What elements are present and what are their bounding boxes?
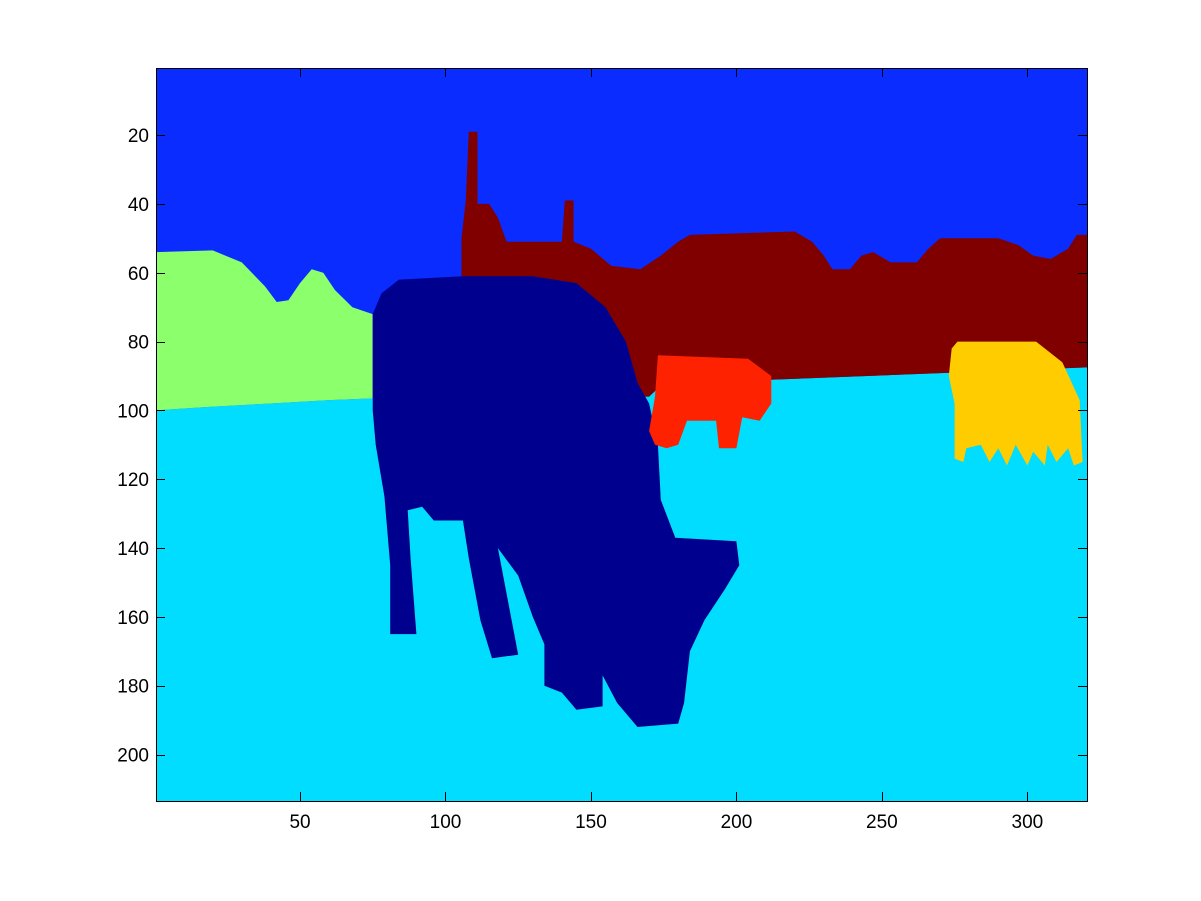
y-tick-label: 140 [117, 539, 149, 560]
y-tick-labels: 20 40 60 80 100 120 140 160 180 200 [117, 126, 149, 766]
y-tick-label: 100 [117, 401, 149, 422]
x-tick-label: 250 [866, 812, 898, 833]
region-mountain-left [156, 250, 373, 411]
y-tick-label: 180 [117, 677, 149, 698]
region-cow-red [649, 355, 772, 449]
x-tick-labels: 50 100 150 200 250 300 [289, 812, 1043, 833]
x-tick-label: 100 [430, 812, 462, 833]
y-tick-label: 20 [128, 126, 149, 147]
y-tick-label: 120 [117, 470, 149, 491]
x-tick-label: 300 [1012, 812, 1044, 833]
x-tick-label: 150 [575, 812, 607, 833]
y-tick-label: 60 [128, 264, 149, 285]
y-tick-label: 160 [117, 608, 149, 629]
segmentation-image [156, 68, 1087, 801]
y-tick-label: 80 [128, 333, 149, 354]
axis-ticks [156, 68, 1087, 801]
axes-frame [156, 68, 1088, 802]
y-tick-label: 40 [128, 195, 149, 216]
x-tick-label: 200 [721, 812, 753, 833]
x-tick-label: 50 [289, 812, 310, 833]
region-cow-large [372, 276, 740, 727]
region-cow-yellow [948, 341, 1083, 466]
y-tick-label: 200 [117, 746, 149, 767]
